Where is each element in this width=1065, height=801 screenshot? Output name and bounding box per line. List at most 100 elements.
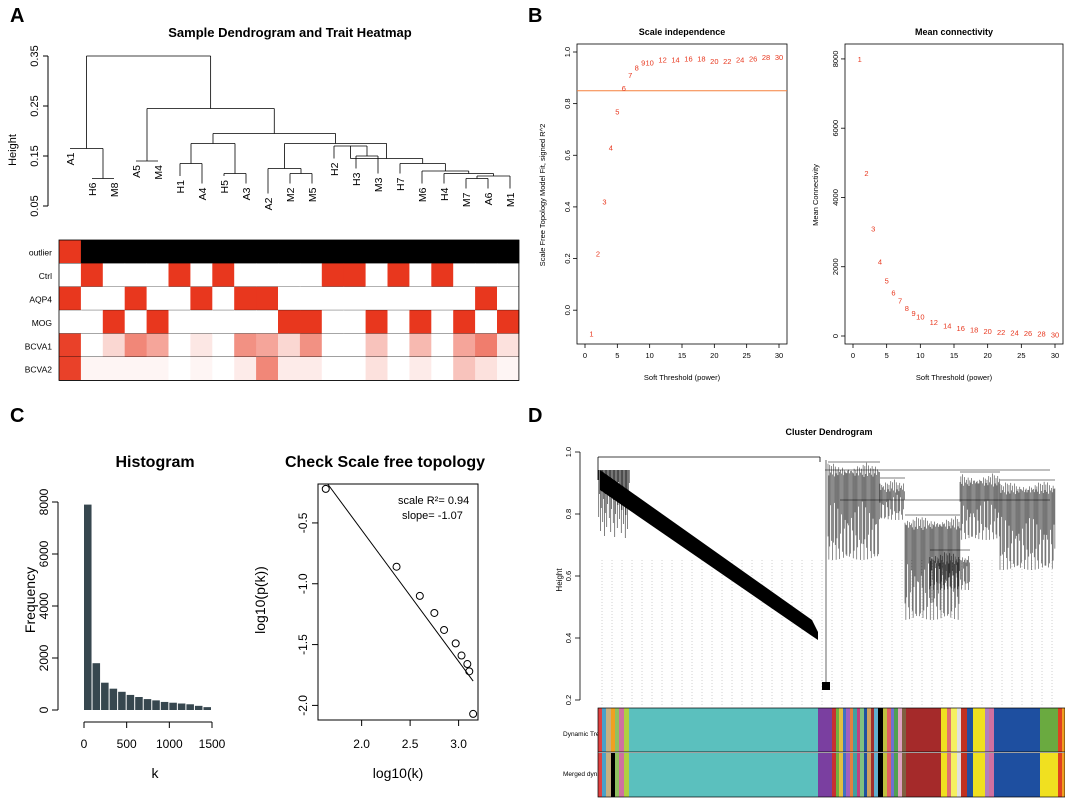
heatmap-cell <box>256 357 279 381</box>
d-color-segment-merged <box>1058 753 1062 797</box>
heatmap-cell <box>146 333 169 357</box>
b2-point-label: 28 <box>1037 330 1045 339</box>
d-color-segment-tree-cut <box>887 708 891 752</box>
heatmap-row-label: outlier <box>29 248 52 258</box>
dendro-a-leaf-label: M3 <box>373 177 385 192</box>
heatmap-cell <box>168 286 191 311</box>
c2-xtick-label: 3.0 <box>450 737 467 751</box>
heatmap-cell <box>431 240 454 264</box>
heatmap-cell <box>59 240 82 264</box>
heatmap-cell <box>453 357 476 381</box>
heatmap-cell <box>321 240 345 264</box>
d-color-segment-merged <box>843 753 846 797</box>
heatmap-cell <box>431 333 454 357</box>
heatmap-cell <box>475 333 498 357</box>
b2-point-label: 30 <box>1051 330 1059 339</box>
panel-a: Sample Dendrogram and Trait Heatmap Heig… <box>7 25 520 381</box>
c1-hist-bar <box>194 705 203 710</box>
heatmap-cell <box>453 240 476 264</box>
b1-point-label: 18 <box>697 54 705 63</box>
b1-point-label: 14 <box>671 56 679 65</box>
c1-hist-bar <box>135 697 143 710</box>
heatmap-cell <box>387 240 410 264</box>
c2-point <box>415 591 424 600</box>
heatmap-cell <box>497 357 520 381</box>
b1-point-label: 3 <box>602 198 606 207</box>
d-color-segment-merged <box>1062 753 1065 797</box>
d-color-segment-merged <box>887 753 891 797</box>
heatmap-cell <box>409 333 432 357</box>
b-xtick-label: 30 <box>775 351 783 360</box>
heatmap-cell <box>168 240 191 264</box>
heatmap-cell <box>365 240 388 264</box>
heatmap-cell <box>321 263 345 287</box>
b1-point-label: 6 <box>622 84 626 93</box>
b2-title: Mean connectivity <box>915 27 993 37</box>
heatmap-cell <box>321 357 345 381</box>
d-color-segment-merged <box>961 753 967 797</box>
b-ytick-label: 0 <box>831 334 840 338</box>
heatmap-cell <box>124 333 147 357</box>
heatmap-cell <box>431 357 454 381</box>
b-ytick-label: 6000 <box>831 120 840 137</box>
b-ytick-label: 4000 <box>831 189 840 206</box>
d-color-segment-merged <box>874 753 878 797</box>
heatmap-cell <box>212 263 235 287</box>
d-color-segment-merged <box>878 753 883 797</box>
b-ytick-label: 8000 <box>831 51 840 68</box>
heatmap-cell <box>365 286 388 311</box>
d-color-segment-tree-cut <box>629 708 818 752</box>
dendro-a-leaf-label: A3 <box>241 187 253 200</box>
heatmap-cell <box>80 357 104 381</box>
dendro-a-leaf-label: H7 <box>395 177 407 191</box>
heatmap-cell <box>80 263 104 287</box>
heatmap-cell <box>299 286 323 311</box>
c2-point <box>465 667 474 676</box>
d-color-segment-merged <box>629 753 818 797</box>
d-color-segment-tree-cut <box>961 708 967 752</box>
c1-hist-bar <box>160 701 169 710</box>
c2-ytick-label: -0.5 <box>296 512 310 533</box>
c1-xtick-label: 0 <box>81 737 88 751</box>
b1-point-label: 20 <box>710 57 718 66</box>
heatmap-cell <box>168 357 191 381</box>
b-ytick-label: 0.8 <box>563 98 572 108</box>
b2-point-label: 12 <box>930 318 938 327</box>
heatmap-cell <box>365 333 388 357</box>
b-xtick-label: 10 <box>645 351 653 360</box>
d-color-segment-tree-cut <box>1062 708 1065 752</box>
dendro-a-leaf-label: M7 <box>461 192 473 207</box>
heatmap-cell <box>409 240 432 264</box>
dendro-a-leaf-label: M6 <box>417 187 429 202</box>
c1-ytick-label: 0 <box>37 706 51 713</box>
dendro-a-leaf-label: A6 <box>483 192 495 205</box>
d-color-segment-tree-cut <box>883 708 887 752</box>
heatmap-cell <box>80 333 104 357</box>
heatmap-cell <box>146 357 169 381</box>
d-color-segment-tree-cut <box>894 708 898 752</box>
b-xtick-label: 20 <box>983 351 991 360</box>
heatmap-cell <box>299 333 323 357</box>
d-color-segment-merged <box>860 753 864 797</box>
c2-xtick-label: 2.5 <box>402 737 419 751</box>
heatmap-cell <box>124 240 147 264</box>
heatmap-cell <box>102 310 126 334</box>
b-xtick-label: 20 <box>710 351 718 360</box>
heatmap-cell <box>256 310 279 334</box>
heatmap-cell <box>102 263 126 287</box>
b-xtick-label: 25 <box>742 351 750 360</box>
heatmap-cell <box>80 286 104 311</box>
dendro-a-leaf-label: H6 <box>87 182 99 196</box>
d-color-segment-merged <box>989 753 994 797</box>
heatmap-cell <box>212 286 235 311</box>
heatmap-cell <box>256 240 279 264</box>
heatmap-cell <box>321 286 345 311</box>
c1-xtick-label: 500 <box>117 737 137 751</box>
b2-point-label: 1 <box>858 55 862 64</box>
heatmap-cell <box>256 263 279 287</box>
c2-xtick-label: 2.0 <box>353 737 370 751</box>
d-color-segment-tree-cut <box>619 708 624 752</box>
b-ytick-label: 2000 <box>831 258 840 275</box>
d-row-label-merged: Merged dynamic <box>563 771 612 778</box>
dendro-a-leaf-label: A1 <box>65 152 77 165</box>
